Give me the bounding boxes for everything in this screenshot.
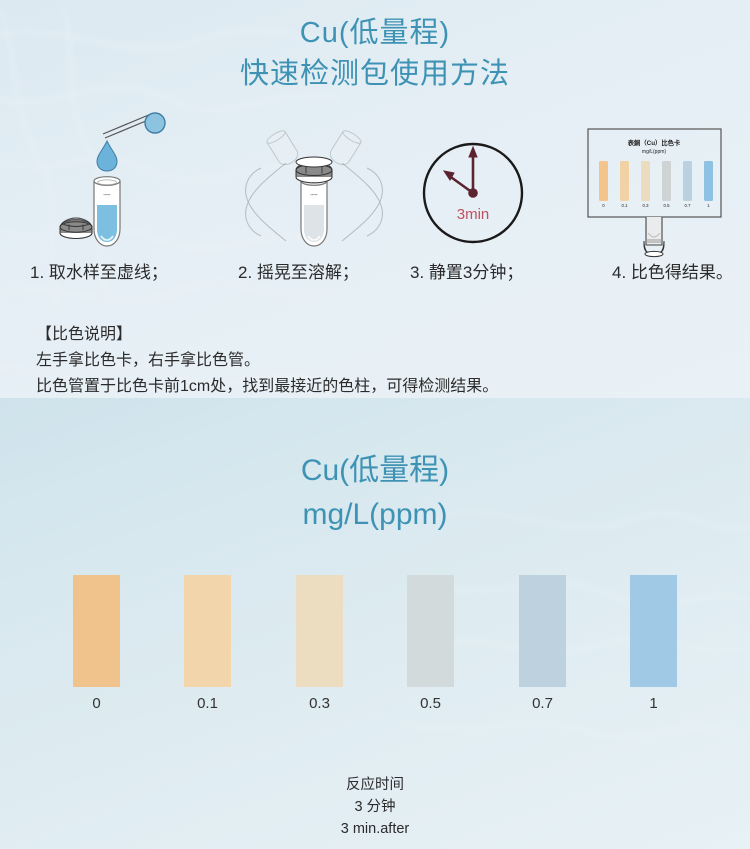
- svg-text:0.5: 0.5: [664, 203, 671, 208]
- svg-text:0.1: 0.1: [622, 203, 629, 208]
- svg-text:0.7: 0.7: [685, 203, 692, 208]
- svg-text:-----: -----: [103, 192, 111, 197]
- svg-text:3min: 3min: [457, 206, 490, 223]
- svg-text:0: 0: [602, 203, 605, 208]
- svg-text:-----: -----: [310, 192, 318, 197]
- svg-text:mg/L(ppm): mg/L(ppm): [642, 149, 667, 155]
- svg-text:表銅（Cu）比色卡: 表銅（Cu）比色卡: [628, 138, 681, 147]
- svg-text:1: 1: [707, 203, 710, 208]
- svg-text:0.3: 0.3: [643, 203, 650, 208]
